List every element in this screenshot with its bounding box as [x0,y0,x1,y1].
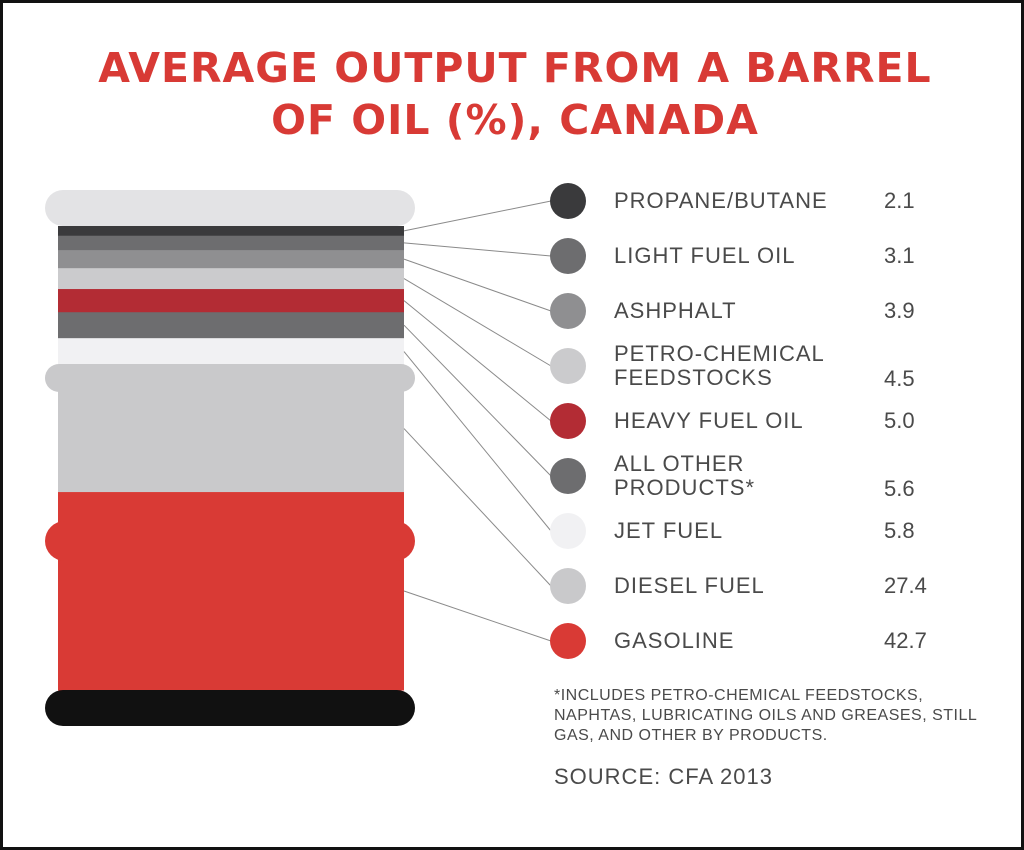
legend-label-8: DIESEL FUEL [614,574,864,598]
barrel-lower-rib [45,521,415,561]
legend-label-7: JET FUEL [614,519,864,543]
legend-swatch-1 [550,183,586,219]
legend-swatch-7 [550,513,586,549]
legend-label-4: PETRO-CHEMICAL FEEDSTOCKS [614,342,864,390]
leader-line-1 [403,200,552,232]
legend-label-line: PRODUCTS* [614,475,756,500]
leader-line-8 [403,428,552,587]
leader-line-4 [403,278,552,367]
legend-value-5: 5.0 [884,408,915,433]
legend-label-2: LIGHT FUEL OIL [614,244,864,268]
legend-value-3: 3.9 [884,298,915,323]
legend-label-6: ALL OTHER PRODUCTS* [614,452,864,500]
legend-label-line: HEAVY FUEL OIL [614,408,804,433]
barrel-base-rim [45,690,415,726]
leader-line-5 [403,300,552,422]
legend-value-2: 3.1 [884,243,915,268]
leader-line-9 [403,590,552,642]
footnote: *INCLUDES PETRO-CHEMICAL FEEDSTOCKS, NAP… [554,687,977,744]
legend-value-1: 2.1 [884,188,915,213]
barrel-segment-6 [58,312,404,339]
legend-swatch-3 [550,293,586,329]
legend-swatch-8 [550,568,586,604]
legend-value-6: 5.6 [884,476,915,501]
barrel-segment-2 [58,235,404,251]
legend-value-8: 27.4 [884,573,927,598]
legend-swatch-9 [550,623,586,659]
legend-swatch-5 [550,403,586,439]
leader-line-2 [403,242,552,257]
legend-swatch-4 [550,348,586,384]
legend-label-line: FEEDSTOCKS [614,365,773,390]
legend-label-line: ASHPHALT [614,298,737,323]
barrel-segment-5 [58,289,404,313]
barrel-middle-rib [45,364,415,392]
legend-value-4: 4.5 [884,366,915,391]
legend-label-line: DIESEL FUEL [614,573,765,598]
legend-label-line: JET FUEL [614,518,724,543]
barrel-top-rim [45,190,415,226]
leader-line-3 [403,258,552,312]
leader-line-6 [403,324,552,477]
legend-swatch-2 [550,238,586,274]
barrel-segment-4 [58,268,404,290]
legend-swatch-6 [550,458,586,494]
legend-value-9: 42.7 [884,628,927,653]
legend-label-line: LIGHT FUEL OIL [614,243,796,268]
source-note: SOURCE: CFA 2013 [554,764,773,789]
barrel-segment-3 [58,250,404,269]
legend-label-5: HEAVY FUEL OIL [614,409,864,433]
legend-label-9: GASOLINE [614,629,864,653]
chart-title-line-1: AVERAGE OUTPUT FROM A BARREL [98,44,932,92]
barrel-segment-1 [58,226,404,237]
barrel-segment-7 [58,338,404,366]
legend-label-1: PROPANE/BUTANE [614,189,864,213]
legend-label-line: PROPANE/BUTANE [614,188,828,213]
chart-title-line-2: OF OIL (%), CANADA [271,96,759,144]
legend-label-3: ASHPHALT [614,299,864,323]
legend-label-line: ALL OTHER [614,451,745,476]
legend-value-7: 5.8 [884,518,915,543]
legend-label-line: GASOLINE [614,628,735,653]
legend-label-line: PETRO-CHEMICAL [614,341,825,366]
leader-line-7 [403,351,552,532]
